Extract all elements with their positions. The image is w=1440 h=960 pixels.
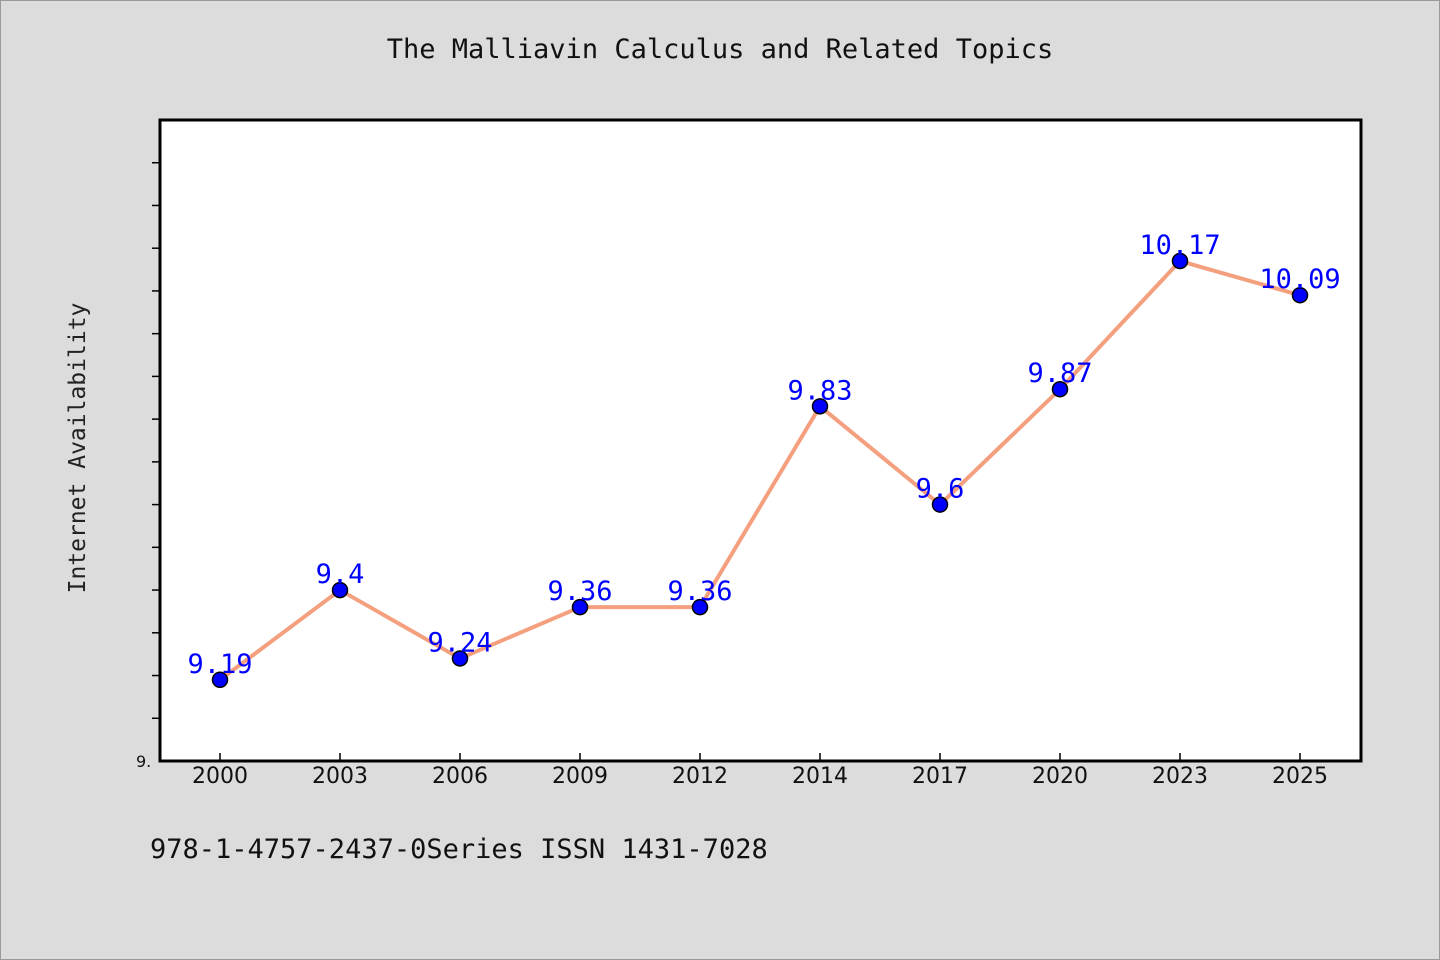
data-point [331,581,349,599]
y-tick-label: 9. [136,752,151,771]
x-tick-label: 2023 [1152,764,1208,789]
x-tick-label: 2006 [432,764,488,789]
series-line [218,259,1301,682]
data-label: 9.4 [316,559,365,590]
x-tick-label: 2014 [792,764,848,789]
data-point [811,398,829,415]
x-tick-label: 2020 [1032,764,1088,789]
data-label: 9.24 [427,627,492,658]
x-tick-label: 2017 [912,764,968,789]
chart-title: The Malliavin Calculus and Related Topic… [386,34,1054,65]
data-point [931,496,949,513]
data-point [1171,252,1189,270]
y-axis-ticks: 9. [136,161,160,771]
data-label: 9.6 [916,474,965,505]
data-label: 9.19 [187,649,252,680]
plot-area [158,118,1363,763]
data-label: 9.83 [787,375,852,406]
data-point [1051,380,1069,398]
data-point [571,598,589,616]
data-point [211,671,229,689]
x-tick-label: 2009 [552,764,608,789]
data-point [451,650,469,667]
data-markers [211,252,1309,689]
data-label: 9.36 [547,576,612,607]
data-label: 9.36 [667,576,732,607]
data-point [1291,286,1309,304]
x-tick-label: 2025 [1272,764,1328,789]
x-tick-label: 2000 [192,764,248,789]
data-point [691,598,709,616]
x-tick-label: 2012 [672,764,728,789]
footer-isbn-text: 978-1-4757-2437-0Series ISSN 1431-7028 [150,834,768,865]
x-tick-label: 2003 [312,764,368,789]
x-axis-ticks: 2000 2003 2006 2009 2012 2014 2017 2020 2023 2025 [192,753,1328,789]
data-label: 10.17 [1139,230,1220,261]
data-label: 9.87 [1027,358,1092,389]
data-labels: 9.19 9.4 9.24 9.36 9.36 9.83 9.6 9.87 10.17 10.09 [187,230,1340,680]
data-label: 10.09 [1259,264,1340,295]
